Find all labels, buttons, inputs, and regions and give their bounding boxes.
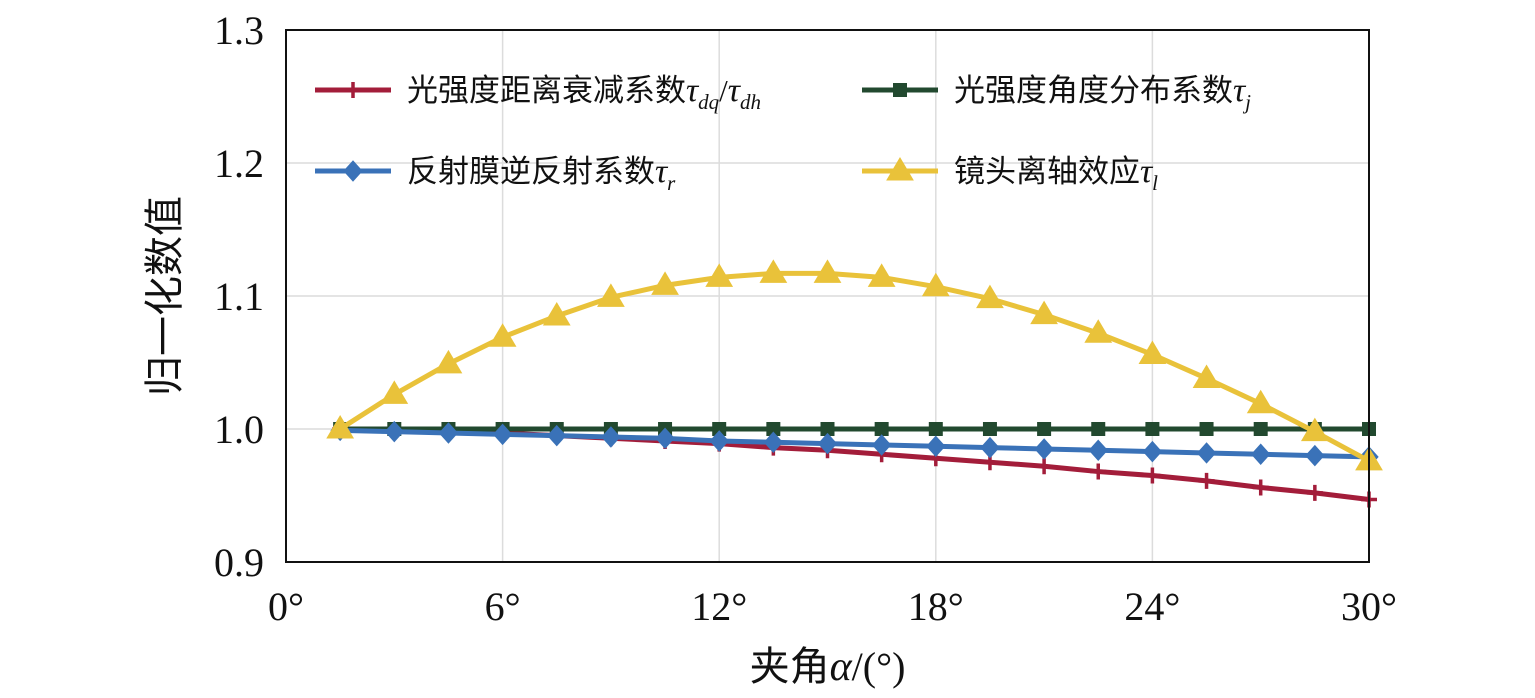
data-point — [384, 420, 404, 443]
data-point — [651, 271, 679, 295]
data-point — [874, 422, 889, 436]
data-point — [1192, 364, 1221, 388]
data-point — [1253, 422, 1268, 436]
legend-label: 镜头离轴效应τl — [954, 153, 1158, 195]
data-point — [1246, 389, 1275, 414]
data-point — [705, 263, 734, 287]
data-point — [542, 301, 571, 326]
legend-label: 光强度距离衰减系数τdq/τdh — [407, 72, 761, 114]
x-tick-label: 6° — [485, 584, 521, 629]
data-point — [1030, 300, 1058, 325]
y-tick-label: 1.2 — [214, 141, 264, 186]
data-point — [1251, 443, 1271, 466]
data-point — [1034, 438, 1054, 460]
series-3 — [330, 419, 1379, 468]
data-point — [867, 263, 896, 287]
data-point — [1091, 422, 1106, 436]
data-point — [1300, 417, 1329, 442]
legend-entry: 光强度角度分布系数τj — [862, 72, 1251, 114]
data-point — [1138, 340, 1167, 365]
y-tick-label: 1.3 — [214, 8, 264, 53]
data-point — [982, 422, 997, 436]
data-point — [1036, 458, 1053, 475]
legend-marker — [886, 157, 914, 181]
axis-ticks: 0° 6° 12° 18° 24° 30° 0.9 1.0 1.1 1.2 1.3 — [214, 8, 1397, 629]
x-tick-label: 30° — [1341, 584, 1397, 629]
legend-entry: 光强度距离衰减系数τdq/τdh — [315, 72, 761, 114]
data-point — [1090, 463, 1107, 480]
data-point — [1144, 467, 1161, 484]
data-point — [1198, 472, 1215, 489]
data-point — [492, 423, 513, 446]
series-lines — [326, 259, 1383, 508]
data-point — [380, 380, 409, 404]
series-line — [338, 270, 1371, 464]
data-point — [1084, 319, 1113, 343]
y-tick-label: 0.9 — [214, 540, 264, 585]
data-point — [976, 284, 1004, 309]
legend: 光强度距离衰减系数τdq/τdh 光强度角度分布系数τj 反射膜逆反射系数τr 镜头离… — [315, 72, 1251, 195]
x-tick-label: 12° — [691, 584, 747, 629]
series-line — [340, 426, 1370, 502]
data-point — [817, 432, 838, 455]
data-point — [1145, 422, 1160, 436]
data-point — [601, 426, 621, 448]
data-point — [326, 415, 355, 439]
data-point — [1142, 440, 1163, 463]
legend-marker — [345, 82, 361, 98]
y-axis-title: 归一化数值 — [142, 196, 188, 396]
data-point — [488, 323, 517, 347]
data-point — [871, 434, 892, 456]
data-point — [709, 430, 729, 452]
data-point — [980, 436, 1000, 459]
data-point — [1196, 442, 1217, 464]
series-4 — [326, 259, 1383, 471]
data-point — [763, 431, 784, 454]
data-point — [547, 424, 567, 447]
data-point — [1037, 422, 1052, 436]
data-point — [759, 259, 788, 283]
data-point — [434, 349, 463, 374]
x-tick-label: 18° — [908, 584, 964, 629]
y-tick-label: 1.0 — [214, 407, 264, 452]
data-point — [655, 427, 675, 450]
data-point — [1199, 422, 1214, 436]
legend-marker — [893, 83, 907, 97]
y-tick-label: 1.1 — [214, 274, 264, 319]
data-point — [1252, 479, 1269, 496]
data-point — [1305, 444, 1325, 467]
data-point — [921, 272, 950, 297]
data-point — [1306, 484, 1323, 501]
legend-label: 反射膜逆反射系数τr — [407, 153, 676, 195]
data-point — [1088, 439, 1108, 462]
legend-entry: 镜头离轴效应τl — [862, 153, 1158, 195]
legend-entry: 反射膜逆反射系数τr — [315, 153, 676, 195]
data-point — [597, 283, 625, 307]
data-point — [928, 422, 943, 436]
plot-frame — [285, 29, 1370, 563]
data-point — [813, 259, 842, 283]
legend-marker — [343, 160, 363, 182]
x-axis-title: 夹角α/(°) — [750, 644, 906, 690]
data-point — [926, 435, 946, 458]
x-tick-label: 24° — [1124, 584, 1180, 629]
data-point — [438, 422, 459, 444]
x-tick-label: 0° — [268, 584, 304, 629]
legend-label: 光强度角度分布系数τj — [954, 72, 1251, 114]
